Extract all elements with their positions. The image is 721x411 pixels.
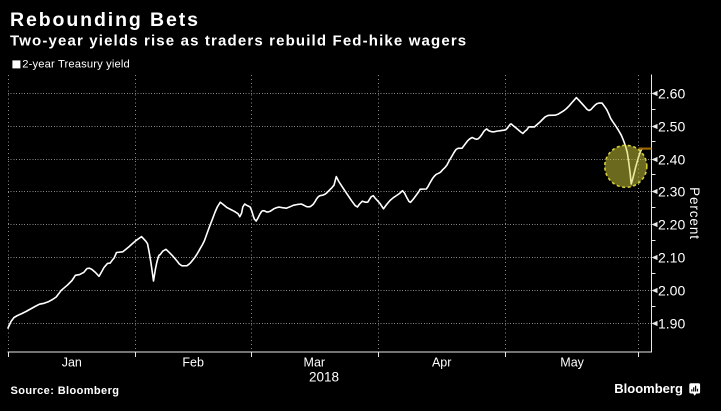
svg-text:1.90: 1.90 bbox=[658, 315, 685, 331]
svg-text:2018: 2018 bbox=[309, 369, 339, 384]
svg-text:2.50: 2.50 bbox=[658, 118, 685, 134]
svg-text:Mar: Mar bbox=[304, 356, 326, 370]
svg-text:2.40: 2.40 bbox=[658, 151, 685, 167]
svg-text:2.30: 2.30 bbox=[658, 183, 685, 199]
svg-text:Feb: Feb bbox=[182, 356, 204, 370]
svg-text:2.00: 2.00 bbox=[658, 282, 685, 298]
svg-text:Apr: Apr bbox=[432, 356, 451, 370]
svg-text:Rebounding Bets: Rebounding Bets bbox=[10, 9, 200, 31]
svg-text:Percent: Percent bbox=[687, 187, 702, 240]
svg-text:Bloomberg: Bloomberg bbox=[614, 381, 683, 396]
svg-text:2.10: 2.10 bbox=[658, 249, 685, 265]
svg-text:Jan: Jan bbox=[62, 356, 82, 370]
svg-text:2.20: 2.20 bbox=[658, 216, 685, 232]
svg-text:2-year Treasury yield: 2-year Treasury yield bbox=[22, 59, 130, 71]
svg-text:Two-year yields rise as trader: Two-year yields rise as traders rebuild … bbox=[10, 33, 467, 50]
svg-text:2.60: 2.60 bbox=[658, 85, 685, 101]
svg-text:Source: Bloomberg: Source: Bloomberg bbox=[11, 385, 120, 397]
svg-text:May: May bbox=[560, 356, 584, 370]
